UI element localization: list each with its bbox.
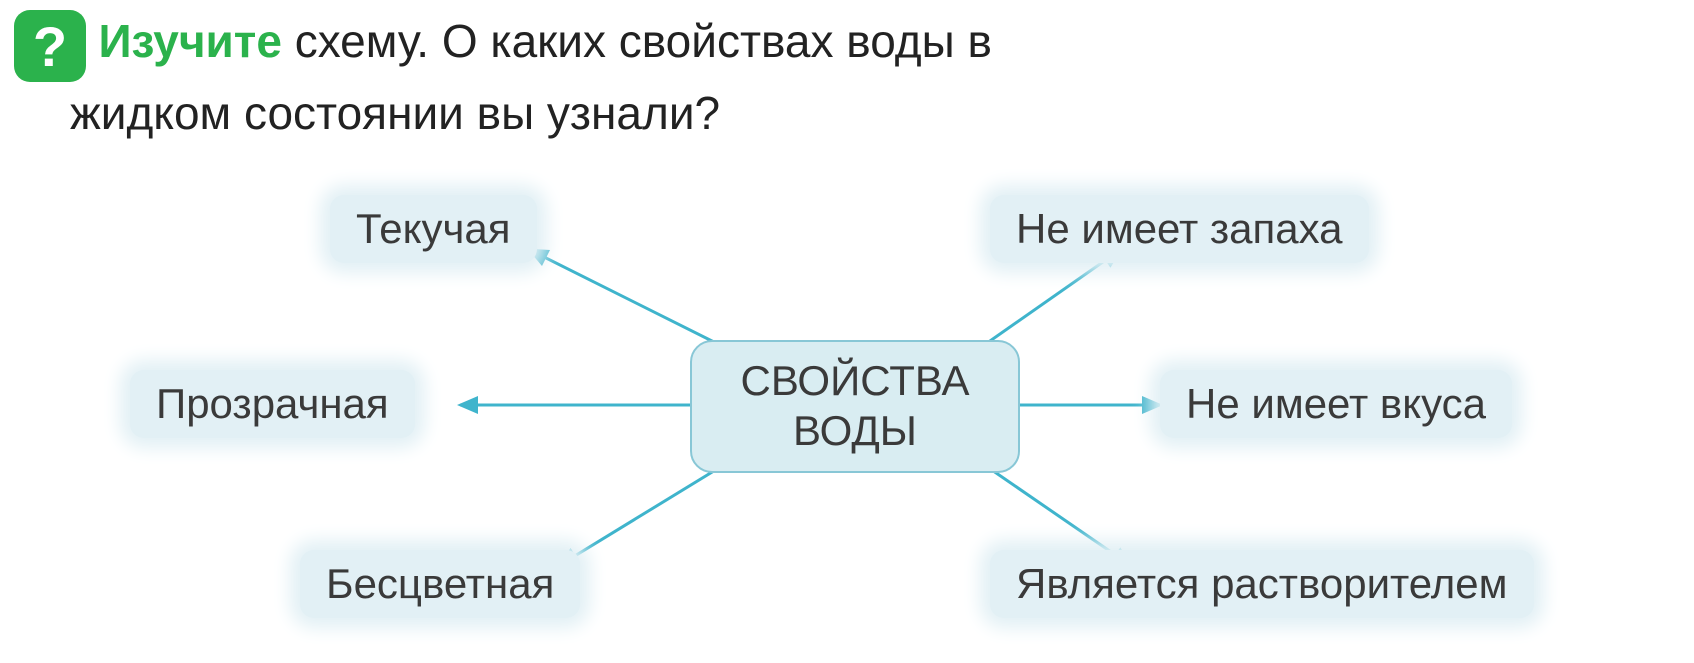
- center-node: СВОЙСТВА ВОДЫ: [690, 340, 1020, 473]
- concept-map: СВОЙСТВА ВОДЫ Текучая Прозрачная Бесцветна…: [0, 170, 1694, 663]
- leaf-transparent: Прозрачная: [130, 370, 415, 438]
- leaf-no-smell: Не имеет запаха: [990, 195, 1369, 263]
- question-mark-icon: ?: [14, 10, 86, 82]
- prompt-block: ? Изучите схему. О каких свойствах воды …: [14, 10, 1674, 144]
- study-word: Изучите: [98, 15, 281, 67]
- leaf-no-taste: Не имеет вкуса: [1160, 370, 1512, 438]
- leaf-fluid: Текучая: [330, 195, 537, 263]
- leaf-colorless: Бесцветная: [300, 550, 580, 618]
- prompt-rest1: схему. О каких свойствах воды в: [282, 15, 992, 67]
- prompt-line1: Изучите схему. О каких свойствах воды в: [98, 15, 991, 67]
- prompt-line2: жидком состоянии вы узнали?: [70, 82, 1674, 144]
- leaf-solvent: Является растворителем: [990, 550, 1534, 618]
